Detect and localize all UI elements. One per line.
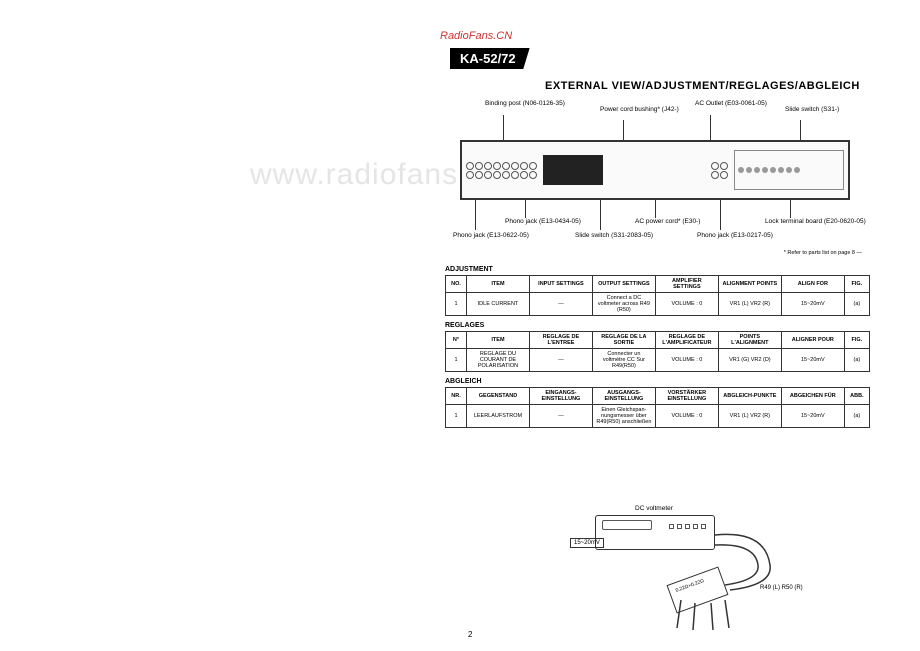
table-row: 1 LEERLAUFSTROM — Einen Gleichspan-nungs…: [446, 405, 870, 428]
callout-slide-switch-top: Slide switch (S31-): [785, 106, 839, 114]
ac-section: [543, 155, 603, 185]
table-row: 1 REGLAGE DU COURANT DE POLARISATION — C…: [446, 349, 870, 372]
th: AUSGANGS-EINSTELLUNG: [592, 388, 655, 405]
section-title: EXTERNAL VIEW/ADJUSTMENT/REGLAGES/ABGLEI…: [545, 80, 860, 92]
td: IDLE CURRENT: [466, 293, 529, 316]
rear-panel-diagram: Binding post (N06-0126-35) Power cord bu…: [445, 100, 870, 255]
callout-ac-power-cord: AC power cord* (E30-): [635, 218, 700, 226]
voltmeter-display: [602, 520, 652, 530]
td: 1: [446, 293, 467, 316]
td: Einen Gleichspan-nungsmesser über R49(R5…: [592, 405, 655, 428]
td: VR1 (G) VR2 (D): [718, 349, 781, 372]
watermark-top: RadioFans.CN: [440, 30, 512, 42]
th: ABGLEICH-PUNKTE: [718, 388, 781, 405]
speaker-terminals: [734, 150, 844, 190]
model-badge: KA-52/72: [450, 48, 530, 69]
th: FIG.: [844, 332, 869, 349]
th: ABGEICHEN FÜR: [781, 388, 844, 405]
th: REGLAGE DE LA SORTIE: [592, 332, 655, 349]
td: 1: [446, 405, 467, 428]
th: EINGANGS-EINSTELLUNG: [529, 388, 592, 405]
td: LEERLAUFSTROM: [466, 405, 529, 428]
voltmeter-label: DC voltmeter: [635, 505, 673, 512]
th: REGLAGE DE L'ENTREE: [529, 332, 592, 349]
td: VOLUME : 0: [655, 349, 718, 372]
callout-power-cord-bushing: Power cord bushing* (J42-): [600, 106, 679, 114]
th: ABB.: [844, 388, 869, 405]
td: Connecter un voltmètre CC Sur R49(R50): [592, 349, 655, 372]
jack-group-mid: [711, 162, 728, 179]
th: ITEM: [466, 332, 529, 349]
callout-binding-post: Binding post (N06-0126-35): [485, 100, 565, 108]
callout-slide-switch-bot: Slide switch (S31-2083-05): [575, 232, 653, 240]
voltmeter-body: [595, 515, 715, 550]
td: 1: [446, 349, 467, 372]
th: ALIGNMENT POINTS: [718, 276, 781, 293]
th: AMPLIFIER SETTINGS: [655, 276, 718, 293]
th: ALIGN FOR: [781, 276, 844, 293]
th: REGLAGE DE L'AMPLIFICATEUR: [655, 332, 718, 349]
callout-phono-jack-left: Phono jack (E13-0622-05): [453, 232, 529, 240]
td: —: [529, 405, 592, 428]
td: 15~20mV: [781, 293, 844, 316]
jack-group-left: [466, 162, 537, 179]
callout-phono-jack-mid: Phono jack (E13-0434-05): [505, 218, 581, 226]
th: POINTS L'ALIGNMENT: [718, 332, 781, 349]
table-row: 1 IDLE CURRENT — Connect a DC voltmeter …: [446, 293, 870, 316]
abgleich-table: NR. GEGENSTAND EINGANGS-EINSTELLUNG AUSG…: [445, 387, 870, 428]
th: NR.: [446, 388, 467, 405]
td: 15~20mV: [781, 405, 844, 428]
td: 15~20mV: [781, 349, 844, 372]
td: (a): [844, 405, 869, 428]
th: GEGENSTAND: [466, 388, 529, 405]
td: VOLUME : 0: [655, 293, 718, 316]
voltmeter-buttons: [669, 524, 706, 529]
th: N°: [446, 332, 467, 349]
leads-svg: [673, 600, 733, 635]
voltmeter-reading: 15~20mV: [570, 538, 604, 548]
page-number: 2: [468, 630, 472, 639]
th: ITEM: [466, 276, 529, 293]
th: VORSTÄRKER EINSTELLUNG: [655, 388, 718, 405]
callout-lock-terminal: Lock terminal board (E20-0620-05): [765, 218, 866, 226]
td: (a): [844, 349, 869, 372]
td: —: [529, 293, 592, 316]
td: VOLUME : 0: [655, 405, 718, 428]
adjustment-table: NO. ITEM INPUT SETTINGS OUTPUT SETTINGS …: [445, 275, 870, 316]
footnote: * Refer to parts list on page 8 —: [784, 250, 862, 256]
voltmeter-diagram: DC voltmeter 15~20mV 0.22Ω×0.22Ω R49 (L)…: [565, 505, 825, 635]
abgleich-title: ABGLEICH: [445, 378, 870, 385]
th: FIG.: [844, 276, 869, 293]
td: VR1 (L) VR2 (R): [718, 293, 781, 316]
th: NO.: [446, 276, 467, 293]
rear-panel-outline: [460, 140, 850, 200]
th: OUTPUT SETTINGS: [592, 276, 655, 293]
reglages-table: N° ITEM REGLAGE DE L'ENTREE REGLAGE DE L…: [445, 331, 870, 372]
reglages-title: REGLAGES: [445, 322, 870, 329]
callout-phono-jack-right: Phono jack (E13-0217-05): [697, 232, 773, 240]
td: Connect a DC voltmeter across R49 (R50): [592, 293, 655, 316]
td: —: [529, 349, 592, 372]
callout-ac-outlet: AC Outlet (E03-0061-05): [695, 100, 767, 108]
td: VR1 (L) VR2 (R): [718, 405, 781, 428]
th: ALIGNER POUR: [781, 332, 844, 349]
resistor-callout: R49 (L) R50 (R): [760, 585, 803, 591]
td: (a): [844, 293, 869, 316]
th: INPUT SETTINGS: [529, 276, 592, 293]
adjustment-title: ADJUSTMENT: [445, 266, 870, 273]
td: REGLAGE DU COURANT DE POLARISATION: [466, 349, 529, 372]
